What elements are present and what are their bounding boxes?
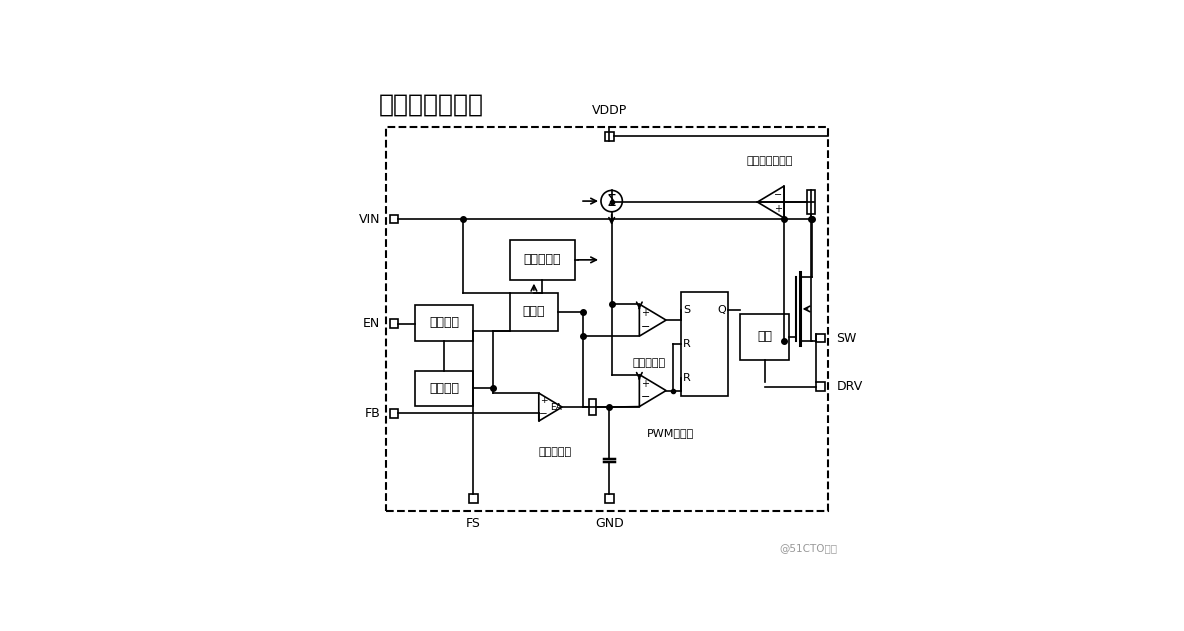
Text: VDDP: VDDP — [592, 104, 626, 117]
Bar — [807, 191, 815, 214]
Text: 误差放大器: 误差放大器 — [539, 447, 572, 457]
Bar — [509, 293, 558, 331]
Bar — [816, 382, 825, 391]
Bar — [681, 292, 728, 396]
Text: +: + — [642, 379, 649, 389]
Text: EA: EA — [551, 403, 562, 411]
Text: EN: EN — [363, 317, 380, 330]
Text: R: R — [683, 339, 690, 349]
Bar — [414, 370, 474, 406]
Bar — [390, 409, 398, 418]
Text: −: − — [774, 191, 783, 201]
Text: @51CTO博客: @51CTO博客 — [779, 543, 837, 553]
Text: 驱动: 驱动 — [758, 331, 772, 343]
Text: −: − — [641, 392, 650, 402]
Bar — [414, 305, 474, 341]
Text: +: + — [642, 309, 649, 319]
Text: +: + — [774, 204, 783, 214]
Text: PWM比较器: PWM比较器 — [648, 428, 695, 439]
Text: R: R — [683, 373, 690, 383]
Text: 限流比较器: 限流比较器 — [632, 358, 665, 368]
Text: Q: Q — [718, 305, 726, 316]
Bar — [605, 132, 613, 141]
Text: −: − — [539, 409, 548, 418]
Text: DRV: DRV — [837, 380, 863, 393]
Bar — [390, 319, 398, 328]
Text: S: S — [683, 305, 690, 316]
Bar — [588, 399, 596, 415]
Text: +: + — [540, 396, 547, 405]
Bar — [509, 240, 575, 280]
Text: −: − — [641, 322, 650, 332]
Text: 电压调节: 电压调节 — [429, 316, 459, 329]
Text: 内部电路方框图: 内部电路方框图 — [379, 93, 483, 117]
Text: GND: GND — [594, 517, 624, 530]
Text: 斜波发生器: 斜波发生器 — [523, 254, 561, 266]
Bar — [605, 494, 613, 503]
Text: FB: FB — [365, 407, 380, 420]
Text: 振荡器: 振荡器 — [522, 305, 545, 319]
Text: 电流采样放大器: 电流采样放大器 — [746, 156, 793, 165]
Text: 参考电压: 参考电压 — [429, 382, 459, 395]
Bar — [386, 127, 828, 510]
Text: Σ: Σ — [607, 194, 617, 209]
Text: FS: FS — [465, 517, 481, 530]
Text: SW: SW — [837, 331, 857, 345]
Bar — [816, 334, 825, 343]
Text: VIN: VIN — [359, 213, 380, 225]
Bar — [390, 215, 398, 223]
Bar — [469, 494, 477, 503]
Bar — [740, 314, 789, 360]
